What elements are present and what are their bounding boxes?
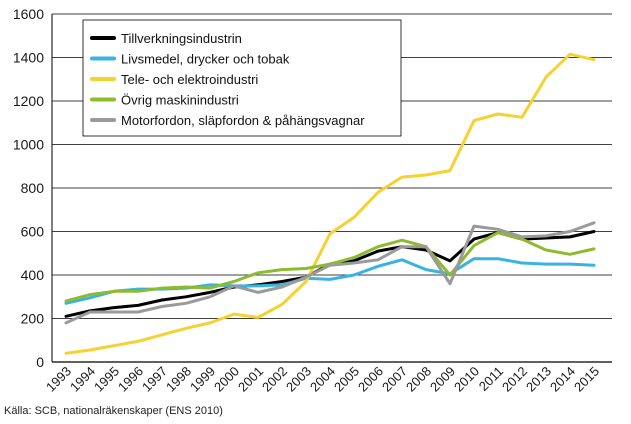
x-tick-label: 2004: [307, 364, 338, 395]
x-tick-label: 2006: [355, 364, 386, 395]
y-tick-label: 1000: [13, 137, 44, 153]
legend-label: Tele- och elektroindustri: [121, 72, 258, 87]
legend-label: Övrig maskinindustri: [121, 93, 239, 108]
x-tick-label: 2000: [211, 364, 242, 395]
y-tick-label: 400: [21, 267, 45, 283]
legend-label: Tillverkningsindustrin: [121, 31, 242, 46]
x-tick-label: 2001: [235, 364, 266, 395]
legend-box: [82, 19, 402, 137]
x-tick-label: 2009: [427, 364, 458, 395]
x-tick-label: 2013: [523, 364, 554, 395]
x-tick-label: 2015: [571, 364, 602, 395]
y-tick-label: 600: [21, 224, 45, 240]
x-tick-label: 2010: [451, 364, 482, 395]
y-tick-label: 200: [21, 311, 45, 327]
x-tick-label: 1993: [43, 364, 74, 395]
x-tick-label: 1996: [115, 364, 146, 395]
y-tick-label: 1600: [13, 6, 44, 22]
legend: Tillverkningsindustrin Livsmedel, drycker…: [82, 19, 402, 137]
x-tick-label: 2011: [476, 364, 506, 394]
x-tick-label: 2005: [331, 364, 362, 395]
x-tick-label: 1997: [139, 364, 170, 395]
x-tick-label: 2008: [403, 364, 434, 395]
x-axis: 1993199419951996199719981999200020012002…: [43, 364, 602, 395]
x-tick-label: 2007: [379, 364, 410, 395]
x-tick-label: 1995: [91, 364, 122, 395]
y-tick-label: 1200: [13, 93, 44, 109]
y-axis: 0 200 400 600 800 1000 1200 1400 1600: [13, 6, 53, 370]
x-tick-label: 2002: [259, 364, 290, 395]
series-lines: [64, 52, 596, 355]
y-tick-label: 800: [21, 180, 45, 196]
legend-label: Livsmedel, drycker och tobak: [121, 52, 290, 67]
source-note: Källa: SCB, nationalräkenskaper (ENS 201…: [4, 405, 223, 417]
x-tick-label: 1999: [187, 364, 218, 395]
series-line-1: [64, 230, 596, 318]
legend-label: Motorfordon, släpfordon & påhängsvagnar: [121, 113, 365, 128]
x-tick-label: 1994: [67, 364, 98, 395]
series-line-5: [64, 221, 596, 325]
x-tick-label: 2003: [283, 364, 314, 395]
y-tick-label: 1400: [13, 50, 44, 66]
series-line-3: [64, 52, 596, 355]
x-tick-label: 2012: [499, 364, 530, 395]
x-tick-label: 2014: [547, 364, 578, 395]
x-tick-label: 1998: [163, 364, 194, 395]
y-tick-label: 0: [36, 354, 44, 370]
